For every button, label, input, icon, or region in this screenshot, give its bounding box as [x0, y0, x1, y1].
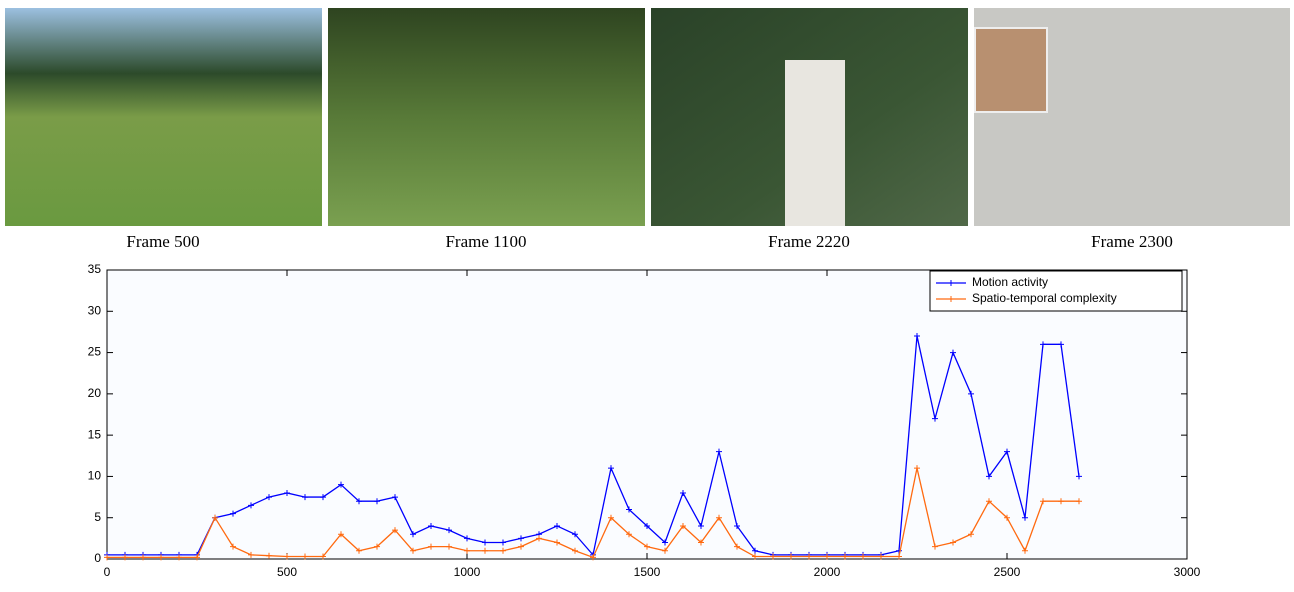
y-tick-label: 10 — [88, 469, 102, 483]
x-tick-label: 2000 — [814, 565, 841, 579]
frame-caption: Frame 2220 — [768, 232, 850, 251]
figure: Frame 500 Frame 1100 Frame 2220 Frame 23… — [0, 0, 1294, 587]
x-tick-label: 500 — [277, 565, 297, 579]
y-tick-label: 35 — [88, 262, 102, 276]
golfer — [785, 60, 845, 226]
x-tick-label: 1500 — [634, 565, 661, 579]
y-tick-label: 30 — [88, 303, 102, 317]
inset-face — [975, 28, 1047, 112]
y-tick-label: 0 — [94, 551, 101, 565]
x-tick-label: 1000 — [454, 565, 481, 579]
y-tick-label: 5 — [94, 510, 101, 524]
frame-caption: Frame 500 — [126, 232, 199, 251]
y-tick-label: 20 — [88, 386, 102, 400]
x-tick-label: 3000 — [1174, 565, 1201, 579]
x-tick-label: 2500 — [994, 565, 1021, 579]
y-tick-label: 15 — [88, 427, 102, 441]
y-tick-label: 25 — [88, 345, 102, 359]
legend-label: Spatio-temporal complexity — [972, 291, 1117, 305]
x-tick-label: 0 — [104, 565, 111, 579]
frame-image — [5, 8, 322, 226]
frame-caption: Frame 1100 — [445, 232, 526, 251]
legend-label: Motion activity — [972, 275, 1048, 289]
frame-image — [328, 8, 645, 226]
frame-caption: Frame 2300 — [1091, 232, 1173, 251]
